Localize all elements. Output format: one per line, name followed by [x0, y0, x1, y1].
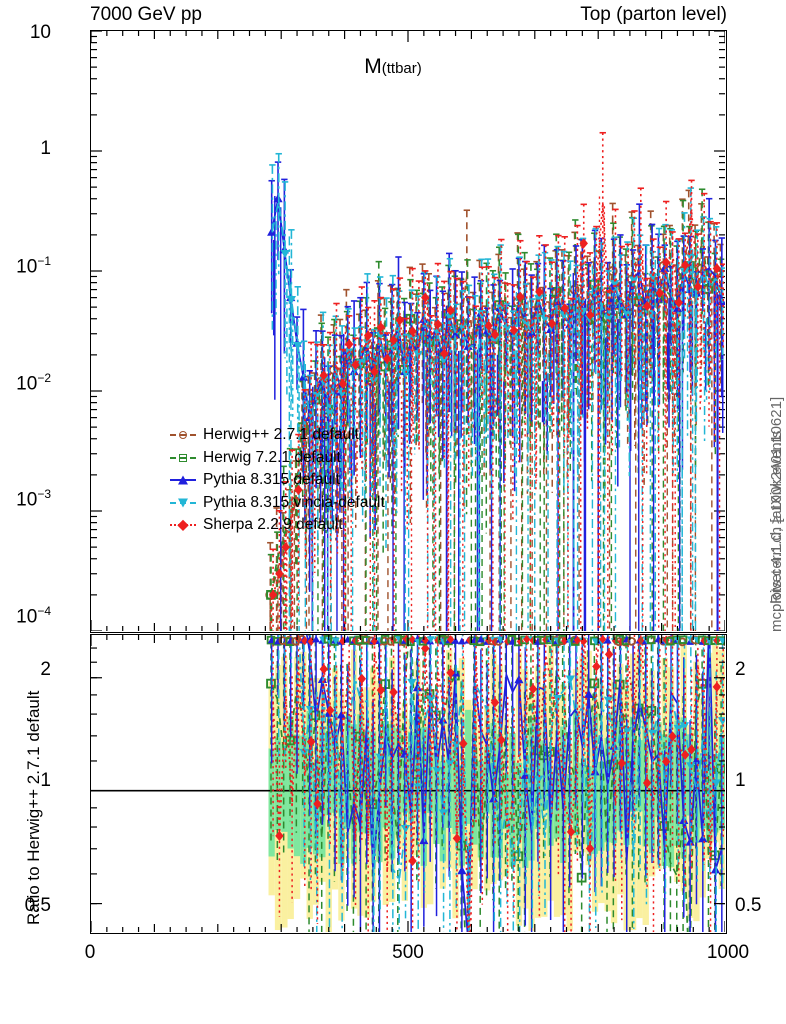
legend-swatch-herwigpp — [170, 428, 196, 442]
ratio-y-tick-05-left: 0.5 — [24, 895, 51, 916]
legend-item-herwigpp[interactable]: Herwig++ 2.7.1 default — [170, 424, 385, 447]
header-process-label: Top (parton level) — [580, 4, 727, 25]
ratio-series-4 — [272, 635, 724, 932]
x-tick-500: 500 — [392, 942, 424, 963]
plot-title-main: M — [364, 55, 382, 78]
ratio-plot-panel — [90, 634, 727, 934]
mcplots-source-note: mcplots.cern.ch [arXiv:2401.10621] — [768, 396, 785, 632]
series-4 — [268, 131, 725, 631]
x-tick-0: 0 — [84, 942, 96, 963]
legend-item-pythia-default[interactable]: Pythia 8.315 default — [170, 469, 385, 492]
legend-label-sherpa: Sherpa 2.2.9 default — [203, 516, 343, 534]
legend-swatch-pythia-vincia — [170, 496, 196, 510]
y-tick-1e-4: 10−4 — [16, 604, 51, 628]
ratio-y-tick-2-right: 2 — [735, 659, 746, 680]
x-tick-1000: 1000 — [706, 942, 750, 963]
ratio-y-tick-05-right: 0.5 — [735, 895, 762, 916]
legend: Herwig++ 2.7.1 default Herwig 7.2.1 defa… — [170, 424, 385, 537]
y-tick-1e-3: 10−3 — [16, 487, 51, 511]
legend-swatch-sherpa — [170, 518, 196, 532]
ratio-y-tick-1-right: 1 — [735, 770, 746, 791]
plot-title: M(ttbar) — [0, 55, 786, 79]
y-tick-1e-2: 10−2 — [16, 371, 51, 395]
legend-label-pythia-vincia: Pythia 8.315 vincia-default — [203, 493, 385, 511]
legend-swatch-pythia-default — [170, 473, 196, 487]
uncertainty-bands — [268, 642, 725, 932]
main-plot-panel — [90, 30, 727, 633]
legend-item-herwig7[interactable]: Herwig 7.2.1 default — [170, 447, 385, 470]
y-tick-1e-1: 10−1 — [16, 254, 51, 278]
main-plot-canvas — [91, 31, 725, 631]
legend-item-pythia-vincia[interactable]: Pythia 8.315 vincia-default — [170, 492, 385, 515]
plot-title-sub: (ttbar) — [381, 60, 422, 77]
ratio-y-tick-1-left: 1 — [40, 770, 51, 791]
legend-label-pythia-default: Pythia 8.315 default — [203, 471, 341, 489]
legend-swatch-herwig7 — [170, 451, 196, 465]
legend-item-sherpa[interactable]: Sherpa 2.2.9 default — [170, 514, 385, 537]
header-beam-label: 7000 GeV pp — [90, 4, 202, 25]
ratio-plot-canvas — [91, 635, 725, 932]
y-tick-1: 1 — [40, 138, 51, 159]
ratio-axis-label: Ratio to Herwig++ 2.7.1 default — [24, 690, 43, 925]
ratio-y-tick-2-left: 2 — [40, 659, 51, 680]
legend-label-herwig7: Herwig 7.2.1 default — [203, 448, 341, 466]
y-tick-10: 10 — [29, 22, 51, 43]
legend-label-herwigpp: Herwig++ 2.7.1 default — [203, 426, 359, 444]
